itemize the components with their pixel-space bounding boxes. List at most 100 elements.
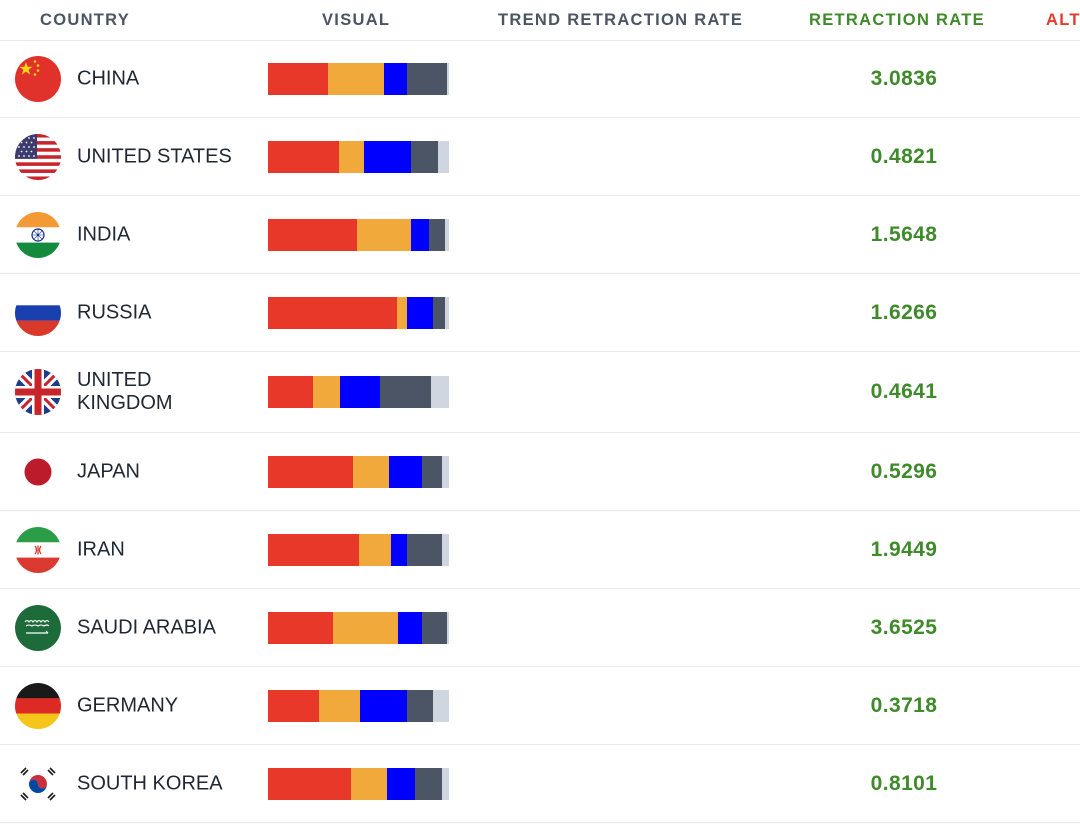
country-name: Japan [77, 460, 140, 482]
bar-segment-red [268, 533, 359, 566]
bar-segment-slate [407, 62, 448, 95]
table-row[interactable]: Saudi Arabia 3.6525 [0, 589, 1080, 667]
bar-segment-slate [407, 533, 442, 566]
bar-segment-orange [338, 140, 364, 173]
bar-segment-red [268, 140, 339, 173]
south-korea-flag-icon [15, 760, 61, 807]
table-row[interactable]: Japan 0.5296 [0, 433, 1080, 511]
bar-segment-orange [396, 296, 408, 329]
china-flag-icon [15, 55, 61, 102]
visual-bar [268, 376, 449, 408]
visual-bar [268, 689, 449, 722]
bar-segment-slate [432, 296, 446, 329]
bar-segment-blue [407, 296, 433, 329]
bar-segment-orange [333, 611, 399, 644]
column-header-visual[interactable]: VISUAL [322, 11, 391, 29]
russia-flag-icon [15, 289, 61, 336]
usa-flag-icon [15, 133, 61, 180]
bar-segment-slate [421, 455, 442, 488]
country-name: Germany [77, 694, 179, 716]
table-row[interactable]: Russia 1.6266 [0, 274, 1080, 352]
country-name: Iran [77, 538, 125, 560]
bar-segment-red [268, 767, 352, 800]
visual-bar [268, 218, 449, 251]
iran-flag-icon [15, 526, 61, 573]
bar-segment-slate [380, 376, 431, 408]
bar-segment-orange [356, 218, 411, 251]
bar-segment-light [445, 218, 449, 251]
country-name: Russia [77, 301, 152, 323]
bar-segment-red [268, 611, 334, 644]
bar-segment-blue [410, 218, 430, 251]
retraction-rate-value: 0.8101 [870, 771, 938, 795]
bar-segment-light [441, 767, 449, 800]
table-row[interactable]: South Korea 0.8101 [0, 745, 1080, 823]
bar-segment-orange [351, 767, 388, 800]
bar-segment-red [268, 62, 328, 95]
bar-segment-blue [363, 140, 411, 173]
bar-segment-light [447, 62, 449, 95]
column-header-trend-retraction-rate[interactable]: TREND RETRACTION RATE [498, 11, 744, 29]
bar-segment-light [430, 376, 449, 408]
retraction-rate-value: 0.3718 [870, 693, 938, 717]
bar-segment-blue [360, 689, 408, 722]
retraction-rate-value: 0.4821 [870, 144, 938, 168]
column-header-alt[interactable]: ALT [1046, 11, 1080, 29]
visual-bar [268, 455, 449, 488]
bar-segment-orange [313, 376, 341, 408]
visual-bar [268, 140, 449, 173]
column-header-country[interactable]: COUNTRY [40, 11, 131, 29]
bar-segment-blue [340, 376, 381, 408]
visual-bar [268, 62, 449, 95]
bar-segment-blue [398, 611, 422, 644]
table-header: COUNTRY VISUAL TREND RETRACTION RATE RET… [0, 0, 1080, 41]
table-row[interactable]: United Kingdom 0.4641 [0, 352, 1080, 433]
bar-segment-red [268, 218, 357, 251]
bar-segment-orange [327, 62, 384, 95]
bar-segment-slate [421, 611, 448, 644]
bar-segment-light [445, 296, 449, 329]
bar-segment-orange [358, 533, 392, 566]
table-row[interactable]: Germany 0.3718 [0, 667, 1080, 745]
bar-segment-slate [429, 218, 446, 251]
visual-bar [268, 767, 449, 800]
retraction-rate-value: 0.4641 [870, 380, 938, 403]
country-name: Saudi Arabia [77, 616, 216, 638]
country-name: United States [77, 145, 232, 167]
retraction-rate-value: 1.5648 [870, 222, 938, 246]
bar-segment-red [268, 689, 319, 722]
bar-segment-light [441, 455, 449, 488]
country-name: China [77, 67, 140, 89]
bar-segment-slate [410, 140, 439, 173]
country-name: India [77, 223, 131, 245]
bar-segment-slate [407, 689, 433, 722]
retraction-rate-value: 0.5296 [870, 459, 938, 483]
saudi-arabia-flag-icon [15, 604, 61, 651]
bar-segment-blue [391, 533, 408, 566]
table-row[interactable]: Iran 1.9449 [0, 511, 1080, 589]
bar-segment-red [268, 455, 354, 488]
japan-flag-icon [15, 448, 61, 495]
bar-segment-blue [389, 455, 422, 488]
column-header-retraction-rate[interactable]: RETRACTION RATE [809, 11, 985, 29]
bar-segment-blue [387, 767, 415, 800]
bar-segment-orange [353, 455, 390, 488]
bar-segment-blue [383, 62, 408, 95]
retraction-rate-value: 3.0836 [870, 66, 938, 90]
germany-flag-icon [15, 682, 61, 729]
table-row[interactable]: United States 0.4821 [0, 118, 1080, 196]
retraction-rate-value: 3.6525 [870, 615, 938, 639]
table-row[interactable]: China 3.0836 [0, 40, 1080, 118]
country-name: South Korea [77, 772, 223, 794]
visual-bar [268, 533, 449, 566]
uk-flag-icon [15, 369, 61, 415]
country-name: United Kingdom [77, 369, 173, 414]
visual-bar [268, 296, 449, 329]
bar-segment-light [441, 533, 449, 566]
table-row[interactable]: India 1.5648 [0, 196, 1080, 274]
bar-segment-slate [414, 767, 442, 800]
retraction-rate-value: 1.6266 [870, 300, 938, 324]
india-flag-icon [15, 211, 61, 258]
visual-bar [268, 611, 449, 644]
bar-segment-orange [318, 689, 361, 722]
